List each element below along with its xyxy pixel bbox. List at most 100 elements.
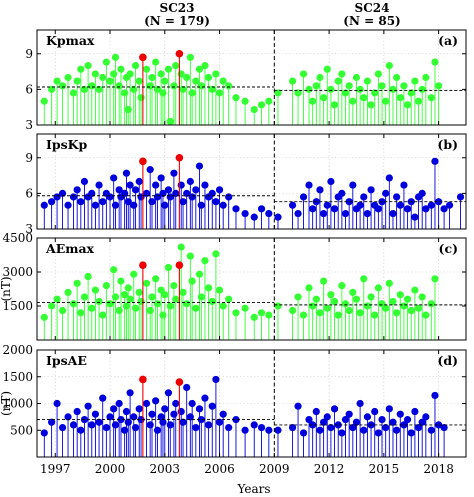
data-point — [115, 306, 123, 315]
data-point — [299, 193, 308, 201]
data-point — [53, 77, 61, 85]
data-point — [427, 300, 435, 308]
data-point — [53, 399, 61, 408]
data-point — [205, 284, 213, 292]
data-point — [148, 410, 156, 418]
data-point — [288, 77, 297, 85]
data-point — [363, 77, 372, 85]
data-point — [110, 174, 118, 182]
data-point — [88, 304, 96, 312]
data-point — [334, 421, 342, 429]
data-point — [170, 410, 178, 418]
data-point — [422, 205, 430, 213]
data-point — [356, 309, 364, 317]
data-point — [411, 407, 419, 416]
data-point — [288, 201, 297, 209]
data-point — [124, 418, 132, 426]
y-tick-label: 3 — [25, 118, 33, 132]
y-tick-label: 3000 — [2, 265, 33, 279]
plot-area — [40, 153, 465, 229]
data-point — [48, 198, 56, 206]
data-point — [250, 105, 258, 114]
data-point — [131, 304, 140, 312]
data-point — [159, 89, 167, 97]
data-point — [312, 82, 320, 90]
data-point — [414, 423, 423, 432]
data-point — [378, 415, 386, 424]
data-point — [197, 293, 205, 301]
data-point — [146, 306, 154, 315]
panel-aemax: 1500 3000 4500 AEmax (c) (nT) — [0, 231, 467, 341]
panel-letter: (a) — [438, 33, 458, 48]
y-tick-label: 4500 — [2, 231, 33, 245]
data-point — [115, 186, 123, 194]
data-point — [299, 429, 308, 437]
data-point — [157, 174, 165, 182]
data-point — [48, 418, 56, 426]
data-point — [305, 415, 313, 424]
data-point — [294, 293, 302, 301]
data-point — [102, 423, 110, 432]
y-tick-label: 1500 — [2, 299, 33, 313]
data-point — [111, 201, 120, 209]
panel-title: IpsKp — [46, 137, 87, 152]
data-point — [161, 77, 169, 85]
data-point — [64, 288, 72, 296]
data-point — [407, 306, 415, 315]
sc24-label: SC24 — [355, 1, 390, 15]
data-point — [371, 407, 379, 416]
data-point — [400, 302, 408, 310]
data-point — [177, 181, 185, 189]
panel-title: IpsAE — [46, 353, 87, 368]
data-point — [188, 193, 196, 201]
data-point — [73, 407, 81, 416]
data-point — [341, 209, 350, 218]
data-point — [265, 97, 273, 105]
data-point — [153, 300, 162, 308]
data-point — [205, 421, 213, 429]
data-point — [64, 413, 72, 421]
y-tick-label: 500 — [10, 423, 33, 437]
data-point — [99, 198, 107, 206]
data-point — [212, 70, 220, 78]
data-point — [117, 415, 125, 424]
data-point — [445, 201, 454, 209]
data-point — [330, 205, 339, 213]
y-tick-label: 3 — [25, 222, 33, 236]
data-point — [170, 82, 178, 90]
data-point — [418, 189, 426, 197]
data-point — [431, 58, 439, 66]
data-point — [172, 295, 180, 303]
data-point — [389, 209, 397, 218]
data-point — [363, 302, 372, 310]
data-point — [345, 306, 353, 315]
data-point — [393, 73, 401, 82]
data-point — [219, 410, 227, 418]
data-point — [58, 306, 67, 315]
data-point — [48, 85, 56, 93]
data-point — [385, 405, 393, 413]
data-point — [274, 89, 282, 97]
data-point — [309, 302, 317, 310]
data-point — [192, 186, 200, 194]
data-point — [124, 198, 132, 206]
data-point — [179, 418, 187, 426]
data-point — [110, 70, 118, 78]
data-point — [152, 397, 160, 405]
data-point — [192, 423, 200, 432]
data-point — [172, 189, 180, 197]
data-point — [382, 304, 390, 312]
data-point — [360, 94, 368, 102]
data-point — [274, 302, 282, 310]
data-point — [201, 62, 209, 70]
data-point — [192, 77, 200, 85]
data-point — [124, 284, 132, 292]
data-point — [411, 213, 419, 221]
data-point — [320, 277, 328, 285]
data-point — [403, 295, 412, 303]
data-point — [130, 413, 138, 421]
data-point — [40, 201, 48, 209]
x-tick-label: 2003 — [150, 462, 181, 476]
data-point — [40, 313, 48, 321]
data-point — [374, 284, 382, 292]
